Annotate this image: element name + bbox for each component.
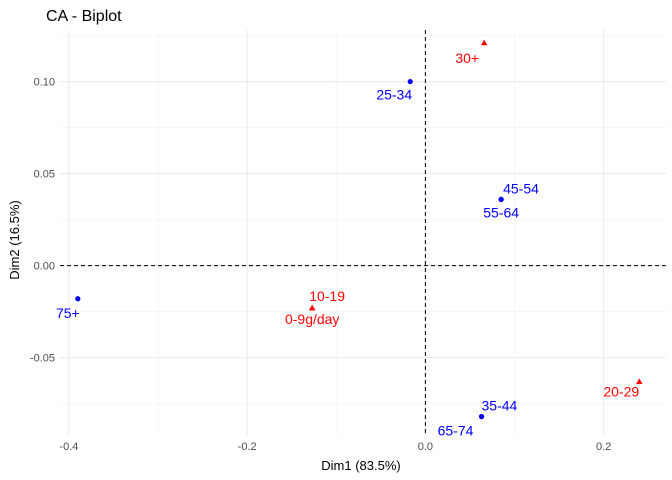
label-45-54: 45-54 (503, 180, 539, 196)
chart-title: CA - Biplot (46, 8, 122, 25)
grid-major (60, 30, 666, 435)
label-35-44: 35-44 (482, 398, 518, 414)
y-axis-ticks: -0.05 0.00 0.05 0.10 (30, 77, 55, 365)
y-tick-label: -0.05 (30, 353, 55, 365)
x-tick-label: -0.2 (238, 441, 257, 453)
y-tick-label: 0.00 (34, 261, 55, 273)
y-tick-label: 0.05 (34, 169, 55, 181)
point-labels: 25-34 45-54 55-64 75+ 35-44 65-74 30+ 10-19 0-9g… (56, 50, 639, 439)
label-75-: 75+ (56, 305, 80, 321)
grid-minor (60, 30, 666, 435)
reference-lines (60, 30, 666, 435)
label-0-9g-day: 0-9g/day (285, 311, 339, 327)
x-tick-label: 0.0 (418, 441, 433, 453)
x-axis-ticks: -0.4 -0.2 0.0 0.2 (59, 441, 611, 453)
point-65-74 (478, 413, 485, 420)
x-tick-label: 0.2 (596, 441, 611, 453)
label-10-19: 10-19 (309, 288, 345, 304)
label-65-74: 65-74 (438, 423, 474, 439)
triangle-0-9g-day (309, 304, 316, 311)
data-points (75, 39, 643, 420)
triangle-30- (481, 39, 488, 46)
x-tick-label: -0.4 (59, 441, 78, 453)
point-75- (75, 296, 81, 302)
point-25-34 (407, 78, 413, 85)
label-20-29: 20-29 (603, 384, 639, 400)
point-55-64 (498, 196, 504, 202)
label-55-64: 55-64 (483, 204, 519, 220)
y-axis-title: Dim2 (16.5%) (7, 200, 22, 279)
x-axis-title: Dim1 (83.5%) (321, 458, 400, 473)
label-25-34: 25-34 (376, 87, 412, 103)
y-tick-label: 0.10 (34, 77, 55, 89)
triangle-20-29 (636, 378, 643, 385)
label-30-: 30+ (455, 50, 479, 66)
